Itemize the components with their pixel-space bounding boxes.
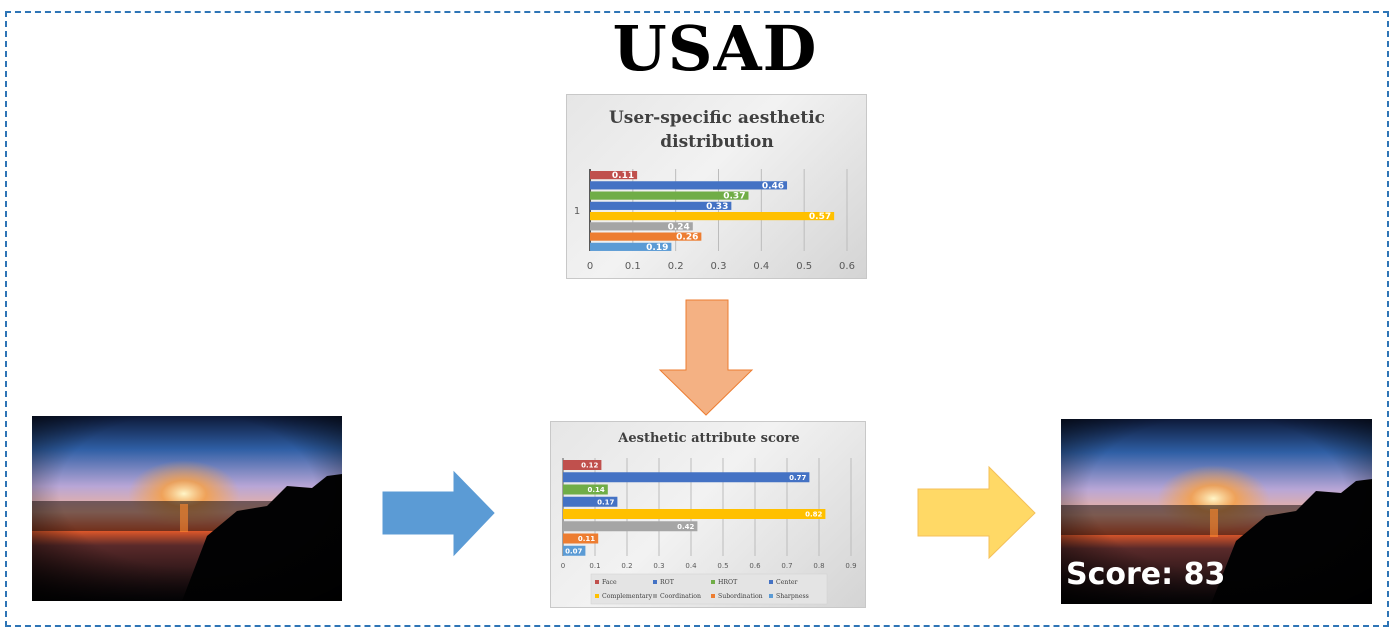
attribute-chart: Aesthetic attribute score 0 0.1 0.2 0.3 0.4 0… [561, 431, 857, 605]
x-tick-label: 0.8 [813, 562, 824, 570]
x-tick-label: 0 [561, 562, 565, 570]
legend-box [590, 573, 828, 605]
bar-subordination [563, 533, 599, 544]
bar-face [563, 460, 602, 470]
arrow-right-blue-icon [382, 470, 495, 557]
legend-label-center: Center [776, 579, 798, 586]
bar-face [590, 171, 638, 180]
bar-complementary [563, 509, 826, 519]
data-label-complementary: 0.82 [805, 511, 822, 519]
legend-swatch-hrot [711, 580, 715, 584]
bar-center [563, 496, 618, 507]
data-label-coordination: 0.42 [677, 523, 694, 531]
legend-swatch-subordination [711, 594, 715, 598]
data-label-sharpness: 0.19 [646, 243, 668, 253]
arrow-down-icon [658, 299, 754, 416]
data-label-center: 0.17 [597, 498, 614, 506]
data-label-subordination: 0.26 [676, 233, 698, 243]
data-label-subordination: 0.11 [578, 535, 595, 543]
output-sunset-photo: Score: 83 [1061, 419, 1372, 604]
attribute-chart-title: Aesthetic attribute score [617, 431, 799, 446]
legend-swatch-sharpness [769, 594, 773, 598]
data-label-hrot: 0.14 [588, 486, 605, 494]
attribute-chart-panel: Aesthetic attribute score 0 0.1 0.2 0.3 0.4 0… [550, 421, 866, 608]
x-tick-label: 0.5 [717, 562, 728, 570]
bar-rot [563, 472, 810, 483]
x-tick-label: 0.7 [781, 562, 792, 570]
legend-swatch-complementary [595, 594, 599, 598]
legend-label-rot: ROT [660, 579, 675, 586]
data-label-center: 0.33 [706, 202, 728, 212]
legend-label-face: Face [602, 579, 617, 586]
x-tick-label: 0.9 [845, 562, 856, 570]
bar-rot [590, 181, 788, 190]
data-label-face: 0.11 [612, 171, 634, 181]
x-tick-label: 0.5 [796, 261, 812, 272]
bar-sharpness [563, 545, 586, 556]
bar-hrot [590, 191, 749, 200]
bar-coordination [590, 222, 693, 231]
distribution-chart-title-line1: User-specific aesthetic [609, 108, 825, 128]
legend-swatch-rot [653, 580, 657, 584]
x-tick-label: 0.2 [668, 261, 684, 272]
x-tick-label: 0.3 [653, 562, 664, 570]
arrow-right-yellow-icon [917, 465, 1036, 560]
legend-swatch-coordination [653, 594, 657, 598]
legend-label-sharpness: Sharpness [776, 593, 809, 600]
data-label-face: 0.12 [581, 462, 598, 470]
x-tick-label: 0.4 [685, 562, 697, 570]
x-tick-label: 0.6 [839, 261, 855, 272]
category-label: 1 [574, 206, 580, 217]
page-title: USAD [612, 12, 818, 85]
bar-complementary [590, 212, 835, 221]
x-tick-label: 0.1 [589, 562, 600, 570]
bar-hrot [563, 484, 608, 495]
legend-label-hrot: HROT [718, 579, 738, 586]
score-label: Score: 83 [1066, 557, 1226, 592]
x-tick-label: 0.3 [711, 261, 727, 272]
distribution-chart-panel: User-specific aesthetic distribution 0 0.… [566, 94, 867, 279]
x-tick-label: 0.1 [625, 261, 641, 272]
legend-swatch-center [769, 580, 773, 584]
data-label-rot: 0.46 [762, 181, 784, 191]
data-label-rot: 0.77 [789, 474, 806, 482]
bar-coordination [563, 521, 698, 532]
legend-label-subordination: Subordination [718, 593, 763, 600]
usad-frame [5, 11, 1389, 627]
x-tick-label: 0.2 [621, 562, 632, 570]
bar-subordination [590, 232, 702, 241]
data-label-hrot: 0.37 [723, 192, 745, 202]
distribution-chart: User-specific aesthetic distribution 0 0.… [574, 108, 855, 272]
bar-center [590, 201, 732, 210]
x-tick-label: 0 [587, 261, 593, 272]
x-tick-label: 0.4 [753, 261, 769, 272]
data-label-complementary: 0.57 [809, 212, 831, 222]
distribution-chart-title-line2: distribution [660, 132, 773, 152]
input-sunset-photo [32, 416, 342, 601]
x-tick-label: 0.6 [749, 562, 761, 570]
data-label-coordination: 0.24 [668, 222, 690, 232]
legend-swatch-face [595, 580, 599, 584]
legend-label-complementary: Complementary [602, 593, 653, 600]
legend-label-coordination: Coordination [660, 593, 701, 600]
bar-sharpness [590, 242, 672, 251]
data-label-sharpness: 0.07 [565, 547, 582, 555]
